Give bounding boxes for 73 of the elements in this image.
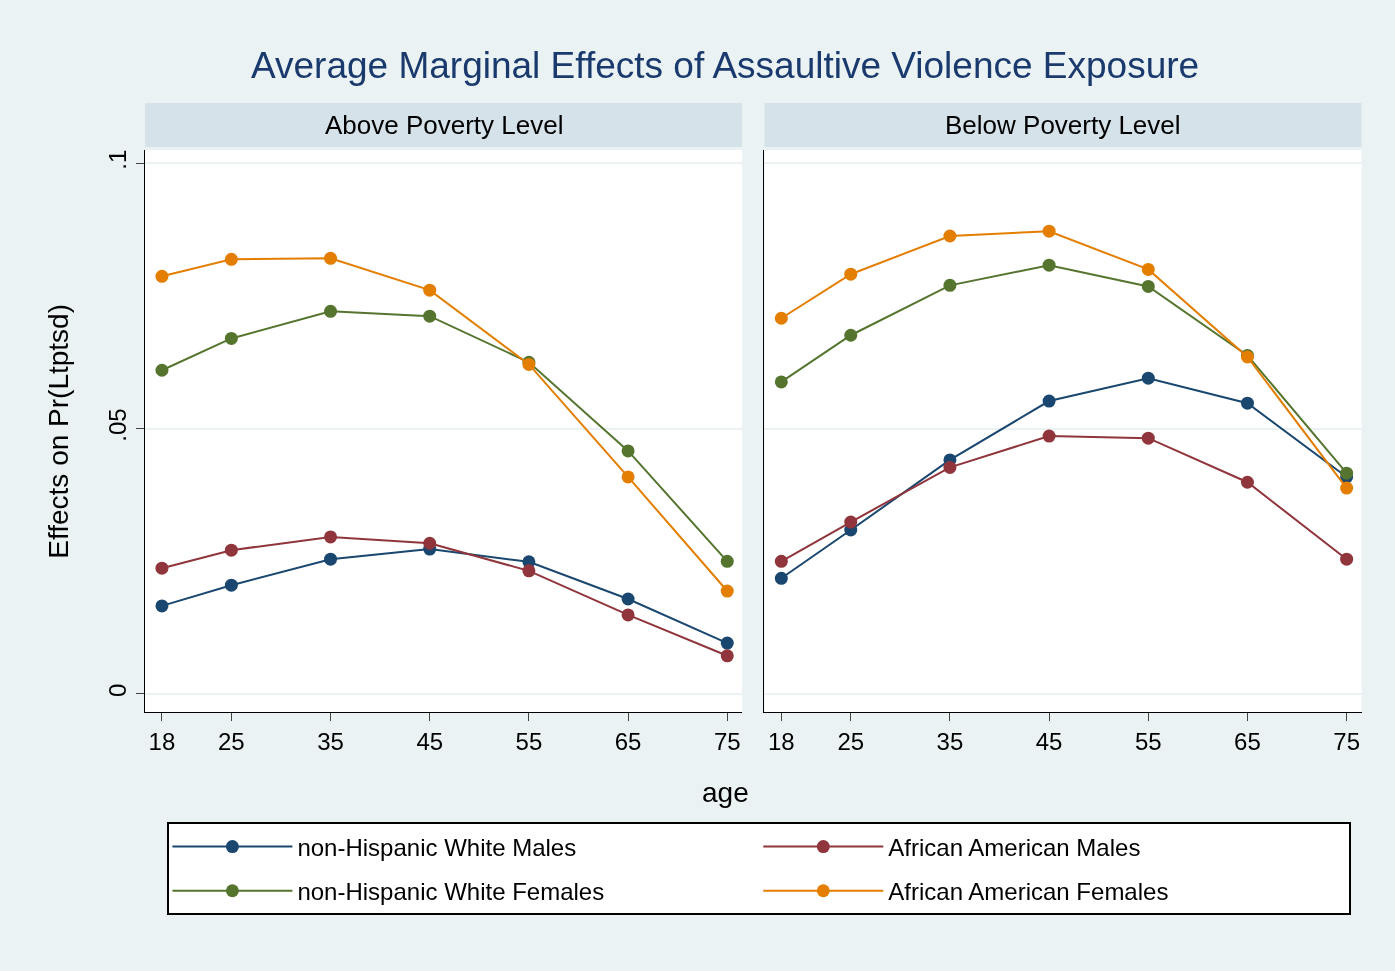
legend-label: non-Hispanic White Females bbox=[297, 878, 605, 906]
point bbox=[224, 543, 238, 557]
chart-subtitle: Below Poverty Level bbox=[945, 110, 1181, 140]
x-tick-label: 75 bbox=[1333, 727, 1360, 755]
point bbox=[1240, 475, 1254, 489]
point bbox=[943, 229, 957, 243]
point bbox=[1240, 396, 1254, 410]
x-tick-label: 45 bbox=[416, 727, 444, 755]
point bbox=[224, 578, 238, 592]
y-tick-label: 0 bbox=[104, 683, 132, 698]
point bbox=[1042, 258, 1056, 272]
point bbox=[1141, 279, 1155, 293]
x-axis-title: age bbox=[702, 777, 749, 808]
chart-title: Average Marginal Effects of Assaultive Violence Exposure bbox=[251, 45, 1200, 86]
point bbox=[324, 251, 338, 265]
point bbox=[522, 564, 536, 578]
point bbox=[844, 267, 858, 281]
point bbox=[1141, 431, 1155, 445]
point bbox=[720, 649, 734, 663]
point bbox=[943, 278, 957, 292]
point bbox=[844, 515, 858, 529]
point bbox=[1340, 481, 1354, 495]
x-tick-label: 55 bbox=[1134, 727, 1162, 755]
legend-label: non-Hispanic White Males bbox=[297, 833, 577, 861]
x-tick-label: 18 bbox=[148, 727, 176, 755]
x-tick-label: 25 bbox=[218, 727, 245, 755]
y-tick-label: .1 bbox=[104, 149, 132, 170]
point bbox=[423, 536, 437, 550]
legend-label: African American Females bbox=[888, 878, 1169, 906]
point bbox=[1340, 552, 1354, 566]
point bbox=[774, 571, 788, 585]
point bbox=[720, 636, 734, 650]
point bbox=[621, 470, 635, 484]
point bbox=[155, 363, 169, 377]
point bbox=[423, 283, 437, 297]
x-tick-label: 55 bbox=[515, 727, 543, 755]
point bbox=[1042, 429, 1056, 443]
point bbox=[720, 584, 734, 598]
y-tick-label: .05 bbox=[104, 408, 132, 442]
x-tick-label: 65 bbox=[614, 727, 642, 755]
point bbox=[621, 608, 635, 622]
point bbox=[621, 444, 635, 458]
point bbox=[621, 592, 635, 606]
point bbox=[155, 269, 169, 283]
point bbox=[224, 252, 238, 266]
point bbox=[1141, 371, 1155, 385]
point bbox=[155, 599, 169, 613]
point bbox=[774, 375, 788, 389]
point bbox=[324, 552, 338, 566]
point bbox=[1141, 262, 1155, 276]
x-tick-label: 35 bbox=[317, 727, 344, 755]
point bbox=[844, 328, 858, 342]
legend-label: African American Males bbox=[888, 833, 1141, 861]
x-tick-label: 75 bbox=[713, 727, 741, 755]
x-tick-label: 45 bbox=[1035, 727, 1063, 755]
x-tick-label: 65 bbox=[1234, 727, 1261, 755]
point bbox=[1340, 466, 1354, 480]
y-axis-title: Effects on Pr(Ltptsd) bbox=[43, 304, 75, 559]
point bbox=[774, 311, 788, 325]
x-tick-label: 25 bbox=[837, 727, 865, 755]
point bbox=[324, 304, 338, 318]
chart-subtitle: Above Poverty Level bbox=[325, 110, 564, 140]
point bbox=[720, 554, 734, 568]
point bbox=[943, 460, 957, 474]
x-tick-label: 18 bbox=[767, 727, 795, 755]
point bbox=[774, 554, 788, 568]
point bbox=[155, 561, 169, 575]
point bbox=[1042, 394, 1056, 408]
point bbox=[324, 530, 338, 544]
point bbox=[1042, 224, 1056, 238]
point bbox=[423, 309, 437, 323]
point bbox=[224, 331, 238, 345]
x-tick-label: 35 bbox=[936, 727, 964, 755]
